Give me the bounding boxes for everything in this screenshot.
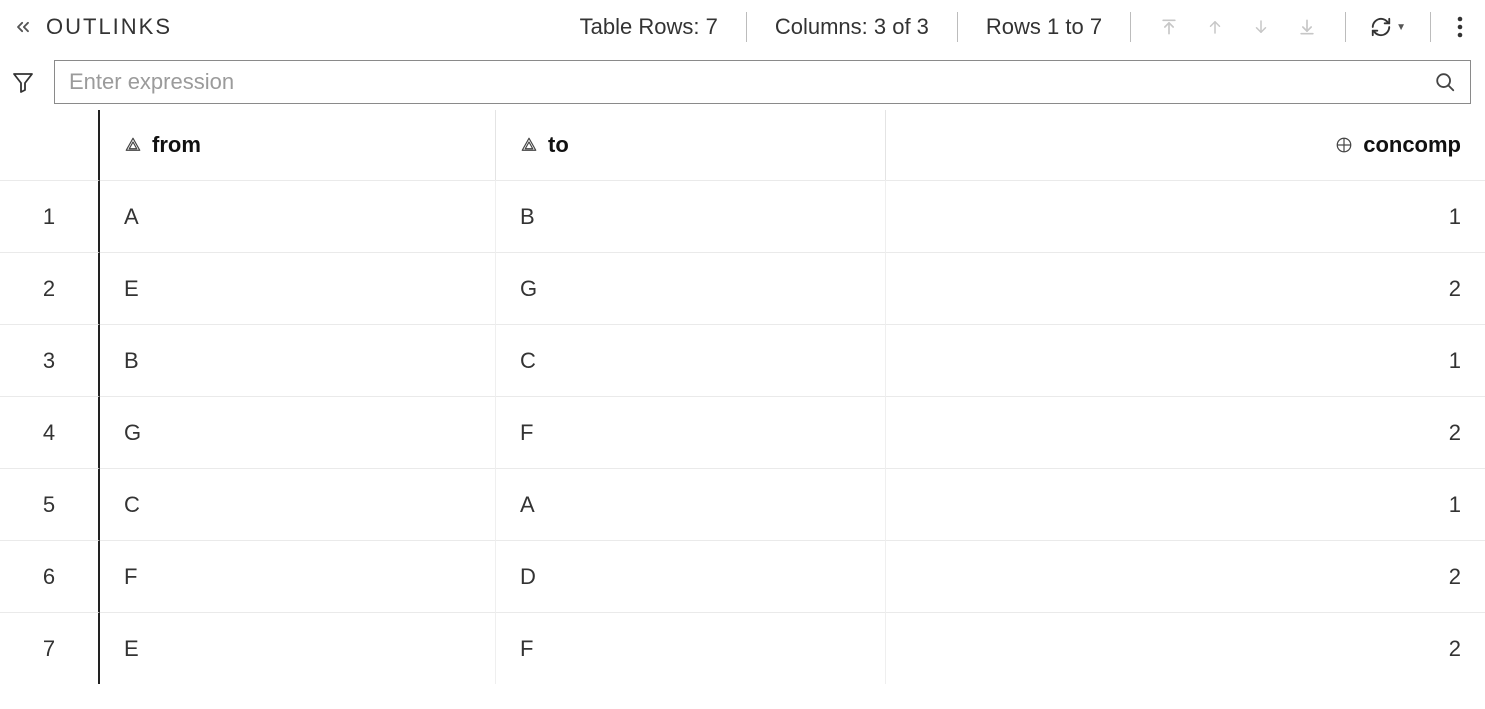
arrow-up-bar-icon <box>1159 16 1179 38</box>
cell-to[interactable]: A <box>496 468 886 540</box>
cell-concomp[interactable]: 1 <box>886 324 1485 396</box>
row-number-cell: 2 <box>0 252 100 324</box>
search-button[interactable] <box>1434 71 1456 93</box>
cell-concomp[interactable]: 2 <box>886 396 1485 468</box>
column-header-label: concomp <box>1363 132 1461 158</box>
cell-concomp[interactable]: 1 <box>886 468 1485 540</box>
cell-from[interactable]: B <box>100 324 496 396</box>
refresh-button[interactable]: ▼ <box>1360 16 1416 38</box>
row-number-cell: 6 <box>0 540 100 612</box>
chevrons-left-icon <box>13 17 33 37</box>
cell-concomp[interactable]: 2 <box>886 540 1485 612</box>
arrow-down-icon <box>1252 16 1270 38</box>
toolbar: OUTLINKS Table Rows: 7 Columns: 3 of 3 R… <box>0 0 1485 54</box>
toolbar-separator <box>1130 12 1131 42</box>
arrow-down-bar-icon <box>1297 16 1317 38</box>
filter-button[interactable] <box>6 70 40 94</box>
column-header-to[interactable]: to <box>496 110 886 180</box>
more-menu-button[interactable] <box>1445 16 1475 38</box>
cell-to[interactable]: D <box>496 540 886 612</box>
columns-label: Columns: 3 of 3 <box>761 14 943 40</box>
toolbar-separator <box>1345 12 1346 42</box>
toolbar-separator <box>746 12 747 42</box>
cell-from[interactable]: G <box>100 396 496 468</box>
arrow-up-icon <box>1206 16 1224 38</box>
collapse-button[interactable] <box>6 17 40 37</box>
kebab-icon <box>1457 16 1463 38</box>
text-type-icon <box>124 136 142 154</box>
cell-concomp[interactable]: 1 <box>886 180 1485 252</box>
dropdown-caret-icon: ▼ <box>1396 22 1406 33</box>
toolbar-separator <box>1430 12 1431 42</box>
cell-from[interactable]: E <box>100 252 496 324</box>
row-number-cell: 4 <box>0 396 100 468</box>
rows-range-label: Rows 1 to 7 <box>972 14 1116 40</box>
cell-to[interactable]: B <box>496 180 886 252</box>
row-number-cell: 7 <box>0 612 100 684</box>
go-last-button[interactable] <box>1293 13 1321 41</box>
search-icon <box>1434 71 1456 93</box>
table-rows-label: Table Rows: 7 <box>566 14 732 40</box>
panel-title: OUTLINKS <box>46 14 190 40</box>
filter-input[interactable] <box>69 69 1434 95</box>
cell-from[interactable]: F <box>100 540 496 612</box>
cell-concomp[interactable]: 2 <box>886 612 1485 684</box>
cell-from[interactable]: E <box>100 612 496 684</box>
cell-to[interactable]: F <box>496 396 886 468</box>
cell-from[interactable]: A <box>100 180 496 252</box>
column-header-label: to <box>548 132 569 158</box>
cell-to[interactable]: F <box>496 612 886 684</box>
row-number-cell: 3 <box>0 324 100 396</box>
go-next-button[interactable] <box>1247 13 1275 41</box>
toolbar-separator <box>957 12 958 42</box>
refresh-icon <box>1370 16 1392 38</box>
cell-from[interactable]: C <box>100 468 496 540</box>
text-type-icon <box>520 136 538 154</box>
row-number-cell: 1 <box>0 180 100 252</box>
cell-to[interactable]: G <box>496 252 886 324</box>
number-type-icon <box>1335 136 1353 154</box>
funnel-icon <box>11 70 35 94</box>
filter-input-container <box>54 60 1471 104</box>
filter-bar <box>0 54 1485 110</box>
row-number-header <box>0 110 100 180</box>
cell-concomp[interactable]: 2 <box>886 252 1485 324</box>
data-table: fromtoconcomp1AB12EG23BC14GF25CA16FD27EF… <box>0 110 1485 684</box>
go-first-button[interactable] <box>1155 13 1183 41</box>
row-number-cell: 5 <box>0 468 100 540</box>
row-nav-group <box>1145 13 1331 41</box>
column-header-concomp[interactable]: concomp <box>886 110 1485 180</box>
column-header-label: from <box>152 132 201 158</box>
column-header-from[interactable]: from <box>100 110 496 180</box>
go-prev-button[interactable] <box>1201 13 1229 41</box>
cell-to[interactable]: C <box>496 324 886 396</box>
